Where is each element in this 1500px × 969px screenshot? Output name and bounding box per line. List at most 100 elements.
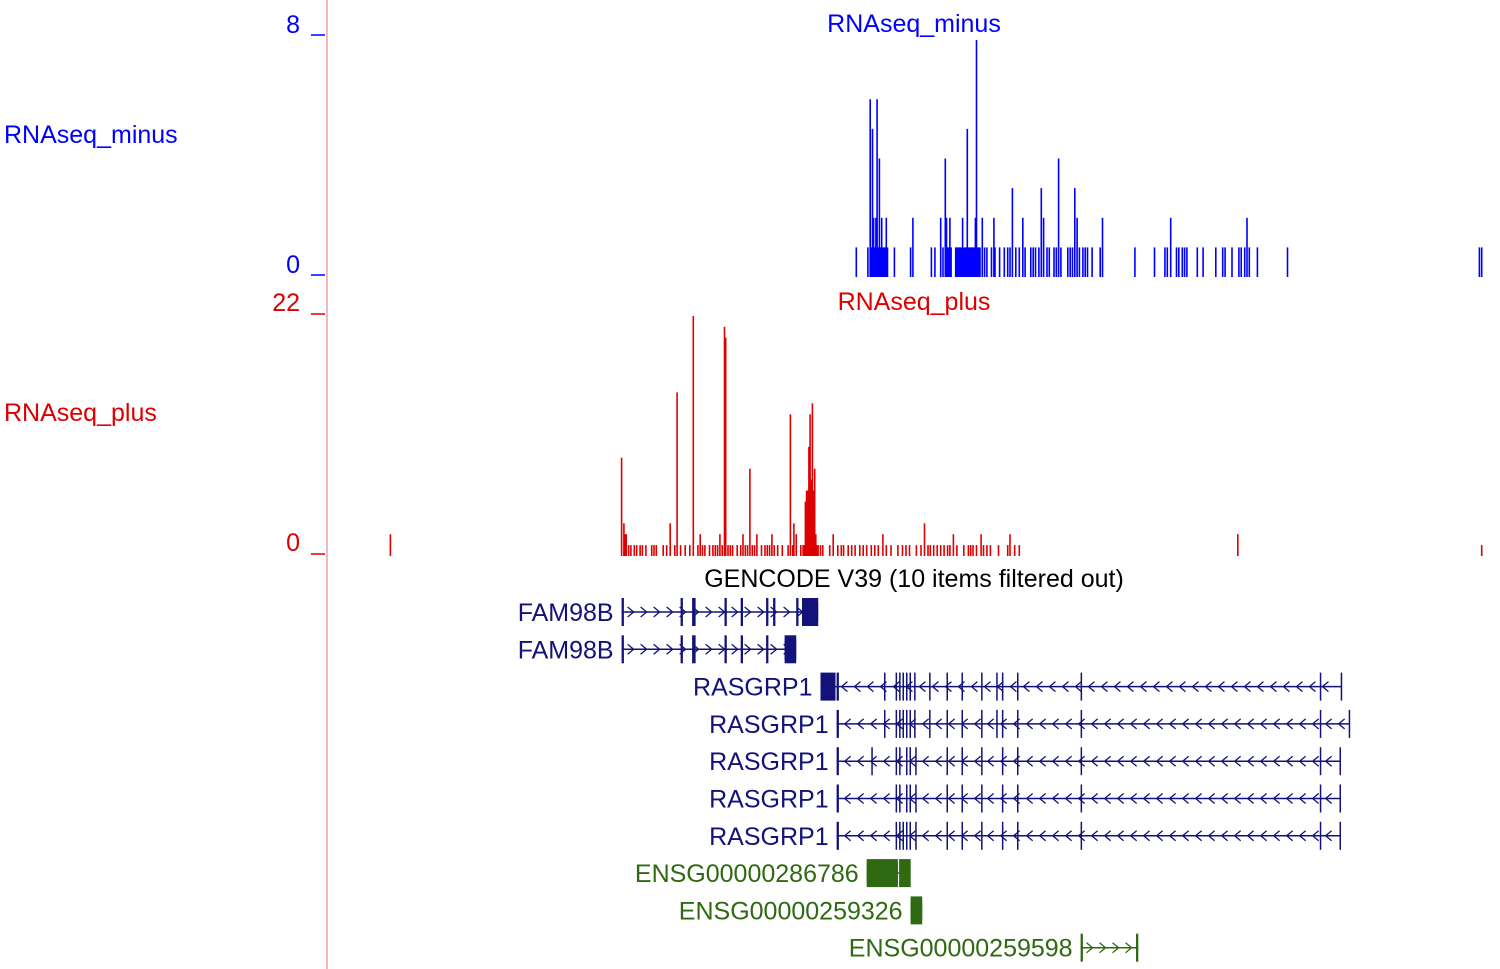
strand-chevron xyxy=(973,755,982,767)
strand-chevron xyxy=(1181,793,1190,804)
gene-label[interactable]: RASGRP1 xyxy=(709,748,828,776)
strand-chevron xyxy=(1311,793,1320,804)
strand-chevron xyxy=(1246,793,1255,804)
strand-chevron xyxy=(1103,755,1112,767)
strand-chevron xyxy=(1168,718,1177,730)
gene-label[interactable]: RASGRP1 xyxy=(709,711,828,739)
gene-label[interactable]: FAM98B xyxy=(518,636,614,664)
strand-chevron xyxy=(1233,830,1242,842)
strand-chevron xyxy=(1113,681,1121,693)
strand-chevron xyxy=(1217,681,1225,693)
strand-chevron xyxy=(1051,755,1060,767)
minus-track-side-label[interactable]: RNAseq_minus xyxy=(4,121,178,149)
gene-exon xyxy=(1319,747,1322,776)
gene-label[interactable]: RASGRP1 xyxy=(709,786,828,814)
gene-exon xyxy=(915,747,917,776)
gene-model[interactable]: RASGRP1 xyxy=(709,747,1341,776)
gene-exon xyxy=(961,821,963,850)
strand-chevron xyxy=(1051,793,1060,804)
gene-exon xyxy=(899,821,901,850)
strand-chevron xyxy=(856,755,865,767)
gene-exon xyxy=(899,747,901,776)
strand-chevron xyxy=(947,718,956,730)
gene-exon xyxy=(773,598,776,626)
strand-chevron xyxy=(931,681,939,693)
strand-chevron xyxy=(892,681,900,693)
strand-chevron xyxy=(1220,830,1229,842)
strand-chevron xyxy=(705,606,713,618)
strand-chevron xyxy=(1152,681,1160,693)
gene-label[interactable]: ENSG00000259598 xyxy=(849,935,1073,963)
strand-chevron xyxy=(918,681,926,693)
gene-model[interactable]: RASGRP1 xyxy=(709,709,1351,739)
gene-model[interactable]: ENSG00000286786 xyxy=(635,859,911,888)
gene-model[interactable]: FAM98B xyxy=(518,598,819,627)
gene-exon xyxy=(946,672,948,701)
gene-exon xyxy=(1319,709,1322,738)
gene-model[interactable]: RASGRP1 xyxy=(709,784,1341,814)
strand-chevron xyxy=(1090,755,1099,767)
plus-ymin-label: 0 xyxy=(286,529,300,557)
strand-chevron xyxy=(1064,718,1073,730)
strand-chevron xyxy=(1100,681,1108,693)
strand-chevron xyxy=(627,606,635,618)
strand-chevron xyxy=(1259,718,1268,730)
gene-exon xyxy=(981,709,983,738)
strand-chevron xyxy=(1246,718,1255,730)
strand-chevron xyxy=(1025,830,1034,842)
strand-chevron xyxy=(1272,755,1281,767)
strand-chevron xyxy=(1090,718,1099,730)
strand-chevron xyxy=(1116,830,1125,842)
strand-chevron xyxy=(731,643,739,655)
plus-track-side-label[interactable]: RNAseq_plus xyxy=(4,399,157,427)
gene-exon xyxy=(1339,784,1341,813)
gene-exon xyxy=(1080,784,1083,813)
strand-chevron xyxy=(1077,793,1086,804)
strand-chevron xyxy=(1077,830,1086,842)
strand-chevron xyxy=(640,606,648,618)
strand-chevron xyxy=(770,643,778,655)
gene-model[interactable]: FAM98B xyxy=(518,635,797,664)
gene-model[interactable]: RASGRP1 xyxy=(709,821,1341,851)
gene-exon xyxy=(1001,784,1004,813)
gene-label[interactable]: RASGRP1 xyxy=(709,823,828,851)
strand-chevron xyxy=(757,606,765,618)
strand-chevron xyxy=(921,830,930,842)
gene-exon xyxy=(1339,821,1341,850)
gene-exon xyxy=(1080,821,1083,850)
gene-exon xyxy=(1319,672,1322,701)
strand-chevron xyxy=(1269,681,1277,693)
gene-exon xyxy=(899,784,901,813)
strand-chevron xyxy=(1168,755,1177,767)
gene-coding-block xyxy=(866,863,898,884)
strand-chevron xyxy=(1103,793,1112,804)
strand-chevron xyxy=(1194,718,1203,730)
strand-chevron xyxy=(1077,755,1086,767)
gene-coding-block xyxy=(784,639,797,660)
strand-chevron xyxy=(1233,793,1242,804)
gene-label[interactable]: ENSG00000286786 xyxy=(635,860,859,888)
gene-exon xyxy=(680,635,683,664)
gene-model[interactable]: RASGRP1 xyxy=(693,672,1343,702)
strand-chevron xyxy=(1038,793,1047,804)
strand-chevron xyxy=(1155,718,1164,730)
strand-chevron xyxy=(770,606,778,618)
strand-chevron xyxy=(1129,755,1138,767)
gene-exon xyxy=(906,784,908,813)
gene-exon xyxy=(621,635,624,664)
gene-label[interactable]: FAM98B xyxy=(518,599,614,627)
strand-chevron xyxy=(970,681,978,693)
strand-chevron xyxy=(869,793,878,804)
gene-exon xyxy=(902,672,904,701)
strand-chevron xyxy=(1298,793,1307,804)
strand-chevron xyxy=(1142,830,1151,842)
strand-chevron xyxy=(1243,681,1251,693)
strand-chevron xyxy=(1272,718,1281,730)
gene-model[interactable]: ENSG00000259598 xyxy=(849,933,1139,963)
strand-chevron xyxy=(866,681,874,693)
gene-label[interactable]: RASGRP1 xyxy=(693,674,812,702)
gene-exon xyxy=(946,747,948,776)
strand-chevron xyxy=(1022,681,1030,693)
gene-label[interactable]: ENSG00000259326 xyxy=(679,897,903,925)
gene-model[interactable]: ENSG00000259326 xyxy=(679,896,923,925)
